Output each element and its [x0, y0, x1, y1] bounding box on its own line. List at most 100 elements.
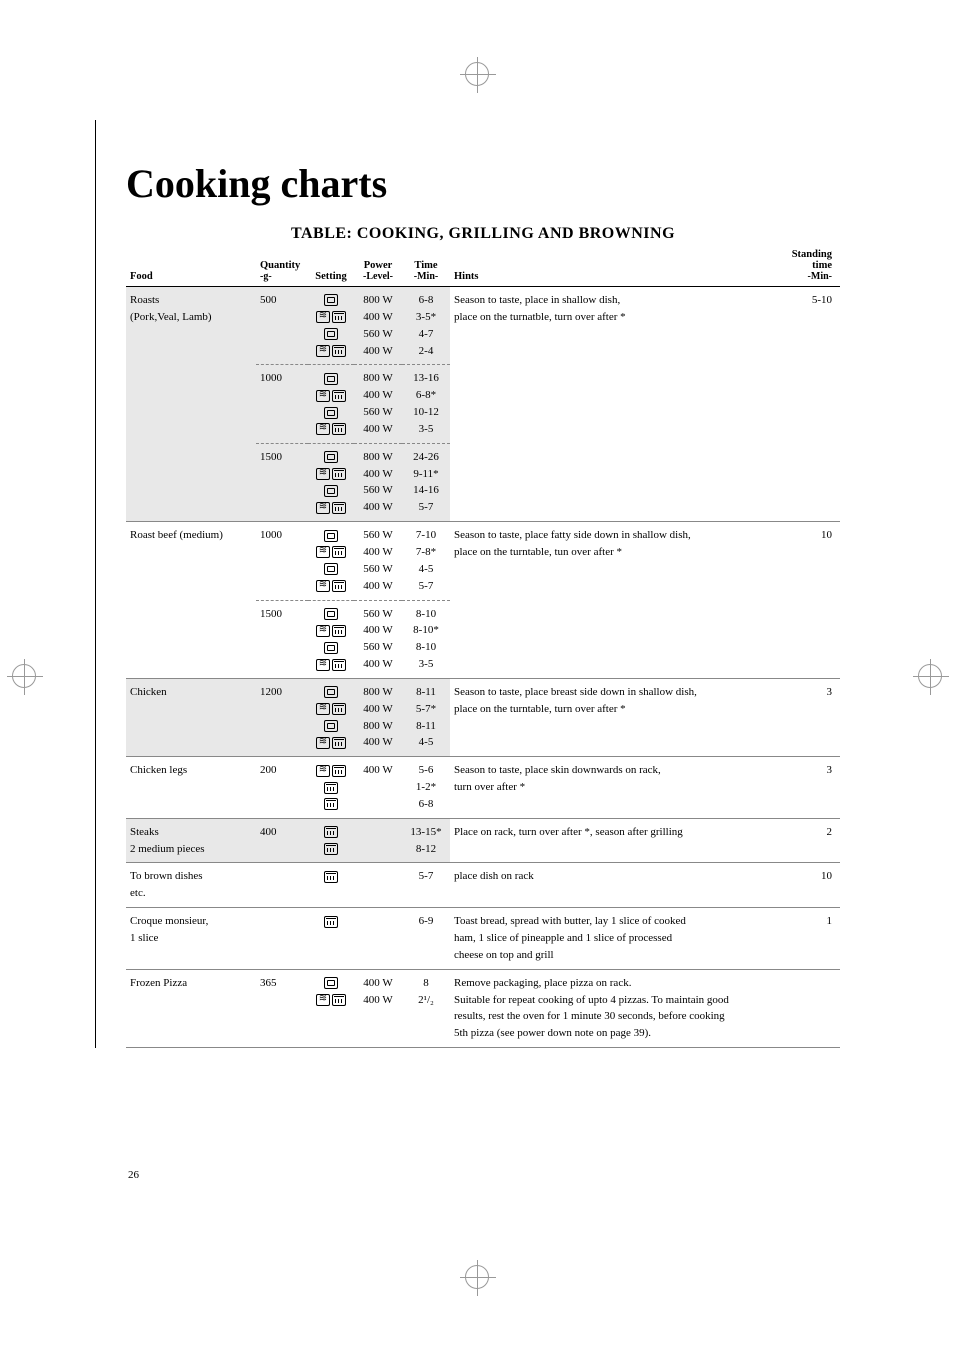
cell-food — [126, 404, 256, 421]
cell-time: 1-2* — [402, 779, 450, 796]
cell-food — [126, 718, 256, 735]
wave-icon — [316, 502, 330, 514]
microwave-icon — [324, 977, 338, 989]
cell-qty: 1500 — [256, 600, 308, 622]
cell-setting — [308, 1025, 354, 1047]
cell-power — [354, 1025, 402, 1047]
cell-setting — [308, 930, 354, 947]
cell-stand — [788, 309, 840, 326]
cell-stand — [788, 992, 840, 1009]
cell-power — [354, 796, 402, 818]
cell-time: 8-10* — [402, 622, 450, 639]
cell-setting — [308, 908, 354, 930]
cell-stand — [788, 622, 840, 639]
wave-icon — [316, 625, 330, 637]
col-hints: Hints — [454, 271, 479, 282]
cell-qty — [256, 701, 308, 718]
col-qty: Quantity — [260, 260, 300, 271]
cell-stand — [788, 343, 840, 365]
cell-qty — [256, 947, 308, 969]
cell-food: Steaks — [126, 818, 256, 840]
cell-power: 800 W — [354, 718, 402, 735]
cell-food: (Pork,Veal, Lamb) — [126, 309, 256, 326]
table-row: 1 sliceham, 1 slice of pineapple and 1 s… — [126, 930, 840, 947]
table-row: 1500800 W24-26 — [126, 443, 840, 465]
cell-setting — [308, 600, 354, 622]
cell-setting — [308, 482, 354, 499]
cell-qty — [256, 639, 308, 656]
cell-qty — [256, 578, 308, 600]
wave-icon — [316, 423, 330, 435]
cell-qty: 200 — [256, 757, 308, 779]
cell-food — [126, 1008, 256, 1025]
cell-qty: 500 — [256, 287, 308, 309]
cell-time: 24-26 — [402, 443, 450, 465]
cell-stand — [788, 387, 840, 404]
table-row: 1000800 W13-16 — [126, 365, 840, 387]
cell-stand — [788, 718, 840, 735]
cell-qty: 1200 — [256, 678, 308, 700]
cell-time: 6-8 — [402, 287, 450, 309]
cell-setting — [308, 622, 354, 639]
cell-hints — [450, 796, 788, 818]
table-row: 400 W2¹/₂Suitable for repeat cooking of … — [126, 992, 840, 1009]
cell-qty — [256, 499, 308, 521]
col-stand: Standing time — [792, 249, 832, 271]
cell-power: 400 W — [354, 701, 402, 718]
cell-food — [126, 992, 256, 1009]
cell-food — [126, 365, 256, 387]
cell-hints: place on the turnatble, turn over after … — [450, 309, 788, 326]
cell-time: 6-8 — [402, 796, 450, 818]
cell-food — [126, 387, 256, 404]
cell-qty — [256, 718, 308, 735]
cell-setting — [308, 779, 354, 796]
grill-icon — [332, 737, 346, 749]
cell-qty: 1000 — [256, 522, 308, 544]
cell-setting — [308, 656, 354, 678]
cell-qty — [256, 343, 308, 365]
grill-icon — [332, 659, 346, 671]
cell-food — [126, 499, 256, 521]
cell-stand: 5-10 — [788, 287, 840, 309]
cell-qty — [256, 1008, 308, 1025]
cooking-table: Food Quantity-g- Setting Power-Level- Ti… — [126, 247, 840, 1048]
cell-qty — [256, 656, 308, 678]
cell-time: 8-11 — [402, 718, 450, 735]
cell-hints: ham, 1 slice of pineapple and 1 slice of… — [450, 930, 788, 947]
cell-setting — [308, 818, 354, 840]
cell-qty — [256, 734, 308, 756]
cell-hints: 5th pizza (see power down note on page 3… — [450, 1025, 788, 1047]
cell-stand: 1 — [788, 908, 840, 930]
cell-time: 8-11 — [402, 678, 450, 700]
cell-time: 8-10 — [402, 639, 450, 656]
cell-food — [126, 421, 256, 443]
cell-qty — [256, 885, 308, 907]
table-row: 400 W5-7 — [126, 499, 840, 521]
wave-icon — [316, 345, 330, 357]
cell-stand — [788, 701, 840, 718]
cell-setting — [308, 947, 354, 969]
cell-time — [402, 1008, 450, 1025]
cell-hints — [450, 622, 788, 639]
table-row: 2 medium pieces8-12 — [126, 841, 840, 863]
cell-setting — [308, 863, 354, 885]
cell-time: 4-7 — [402, 326, 450, 343]
cell-hints — [450, 443, 788, 465]
cell-food: Roasts — [126, 287, 256, 309]
cell-time: 6-8* — [402, 387, 450, 404]
cell-food — [126, 544, 256, 561]
grill-icon — [324, 826, 338, 838]
col-qty-sub: -g- — [260, 271, 304, 282]
cell-power: 400 W — [354, 499, 402, 521]
wave-icon — [316, 703, 330, 715]
table-row: 560 W4-7 — [126, 326, 840, 343]
microwave-icon — [324, 407, 338, 419]
table-row: Chicken1200800 W8-11Season to taste, pla… — [126, 678, 840, 700]
col-time: Time — [414, 260, 437, 271]
table-row: 560 W4-5 — [126, 561, 840, 578]
cell-qty: 365 — [256, 969, 308, 991]
cell-power: 400 W — [354, 734, 402, 756]
registration-mark — [465, 1265, 489, 1289]
page-number: 26 — [128, 1169, 139, 1181]
cell-hints — [450, 343, 788, 365]
